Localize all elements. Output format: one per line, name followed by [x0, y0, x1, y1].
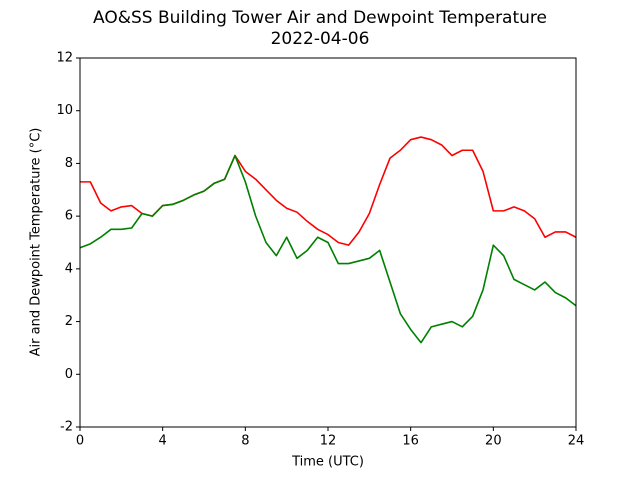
- x-tick-label: 12: [320, 434, 337, 449]
- x-tick-label: 20: [485, 434, 502, 449]
- x-tick-label: 24: [568, 434, 585, 449]
- y-tick-label: 2: [65, 314, 73, 329]
- y-tick-label: -2: [60, 420, 73, 435]
- y-tick-label: 8: [65, 156, 73, 171]
- y-tick-label: 12: [56, 51, 73, 66]
- plot-frame: [79, 57, 577, 428]
- x-tick-label: 8: [241, 434, 249, 449]
- y-tick-label: 10: [56, 103, 73, 118]
- data-line: [80, 136, 577, 246]
- x-tick-label: 0: [76, 434, 84, 449]
- chart-subtitle: 2022-04-06: [271, 29, 370, 49]
- x-tick-label: 16: [402, 434, 419, 449]
- y-tick-label: 0: [65, 367, 73, 382]
- chart-title: AO&SS Building Tower Air and Dewpoint Te…: [93, 8, 547, 28]
- y-tick-label: 4: [65, 261, 73, 276]
- data-line: [79, 154, 577, 344]
- y-tick-label: 6: [65, 209, 73, 224]
- y-axis-label: Air and Dewpoint Temperature (°C): [29, 128, 44, 357]
- x-axis-label: Time (UTC): [291, 455, 364, 470]
- x-tick-label: 4: [159, 434, 167, 449]
